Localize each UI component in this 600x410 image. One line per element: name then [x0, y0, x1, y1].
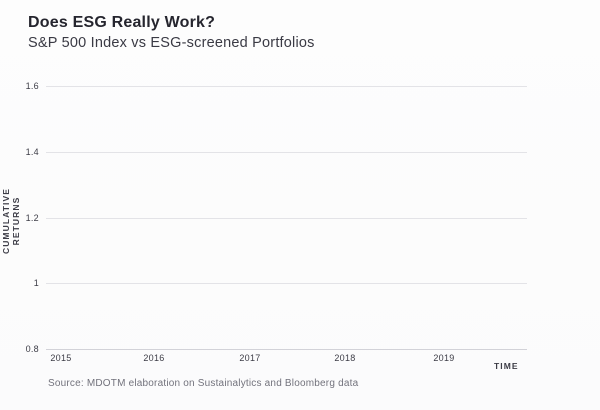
y-tick-label: 1.6 — [25, 81, 39, 91]
chart-subtitle: S&P 500 Index vs ESG-screened Portfolios — [28, 35, 315, 51]
gridline — [46, 283, 527, 284]
y-tick-label: 1.4 — [25, 147, 39, 157]
gridline — [46, 152, 527, 153]
x-tick-label: 2017 — [239, 353, 261, 363]
x-tick-label: 2018 — [334, 353, 356, 363]
y-tick-label: 0.8 — [25, 344, 39, 354]
x-tick-label: 2019 — [433, 353, 455, 363]
y-axis-title: CUMULATIVE RETURNS — [1, 187, 21, 255]
y-tick-label: 1 — [33, 278, 39, 288]
x-tick-label: 2016 — [143, 353, 165, 363]
source-note: Source: MDOTM elaboration on Sustainalyt… — [48, 378, 359, 389]
x-axis-line — [46, 349, 527, 350]
gridline — [46, 218, 527, 219]
x-axis-title: TIME — [494, 361, 519, 371]
gridline — [46, 86, 527, 87]
chart-title: Does ESG Really Work? — [28, 14, 216, 31]
x-tick-label: 2015 — [50, 353, 72, 363]
y-tick-label: 1.2 — [25, 213, 39, 223]
